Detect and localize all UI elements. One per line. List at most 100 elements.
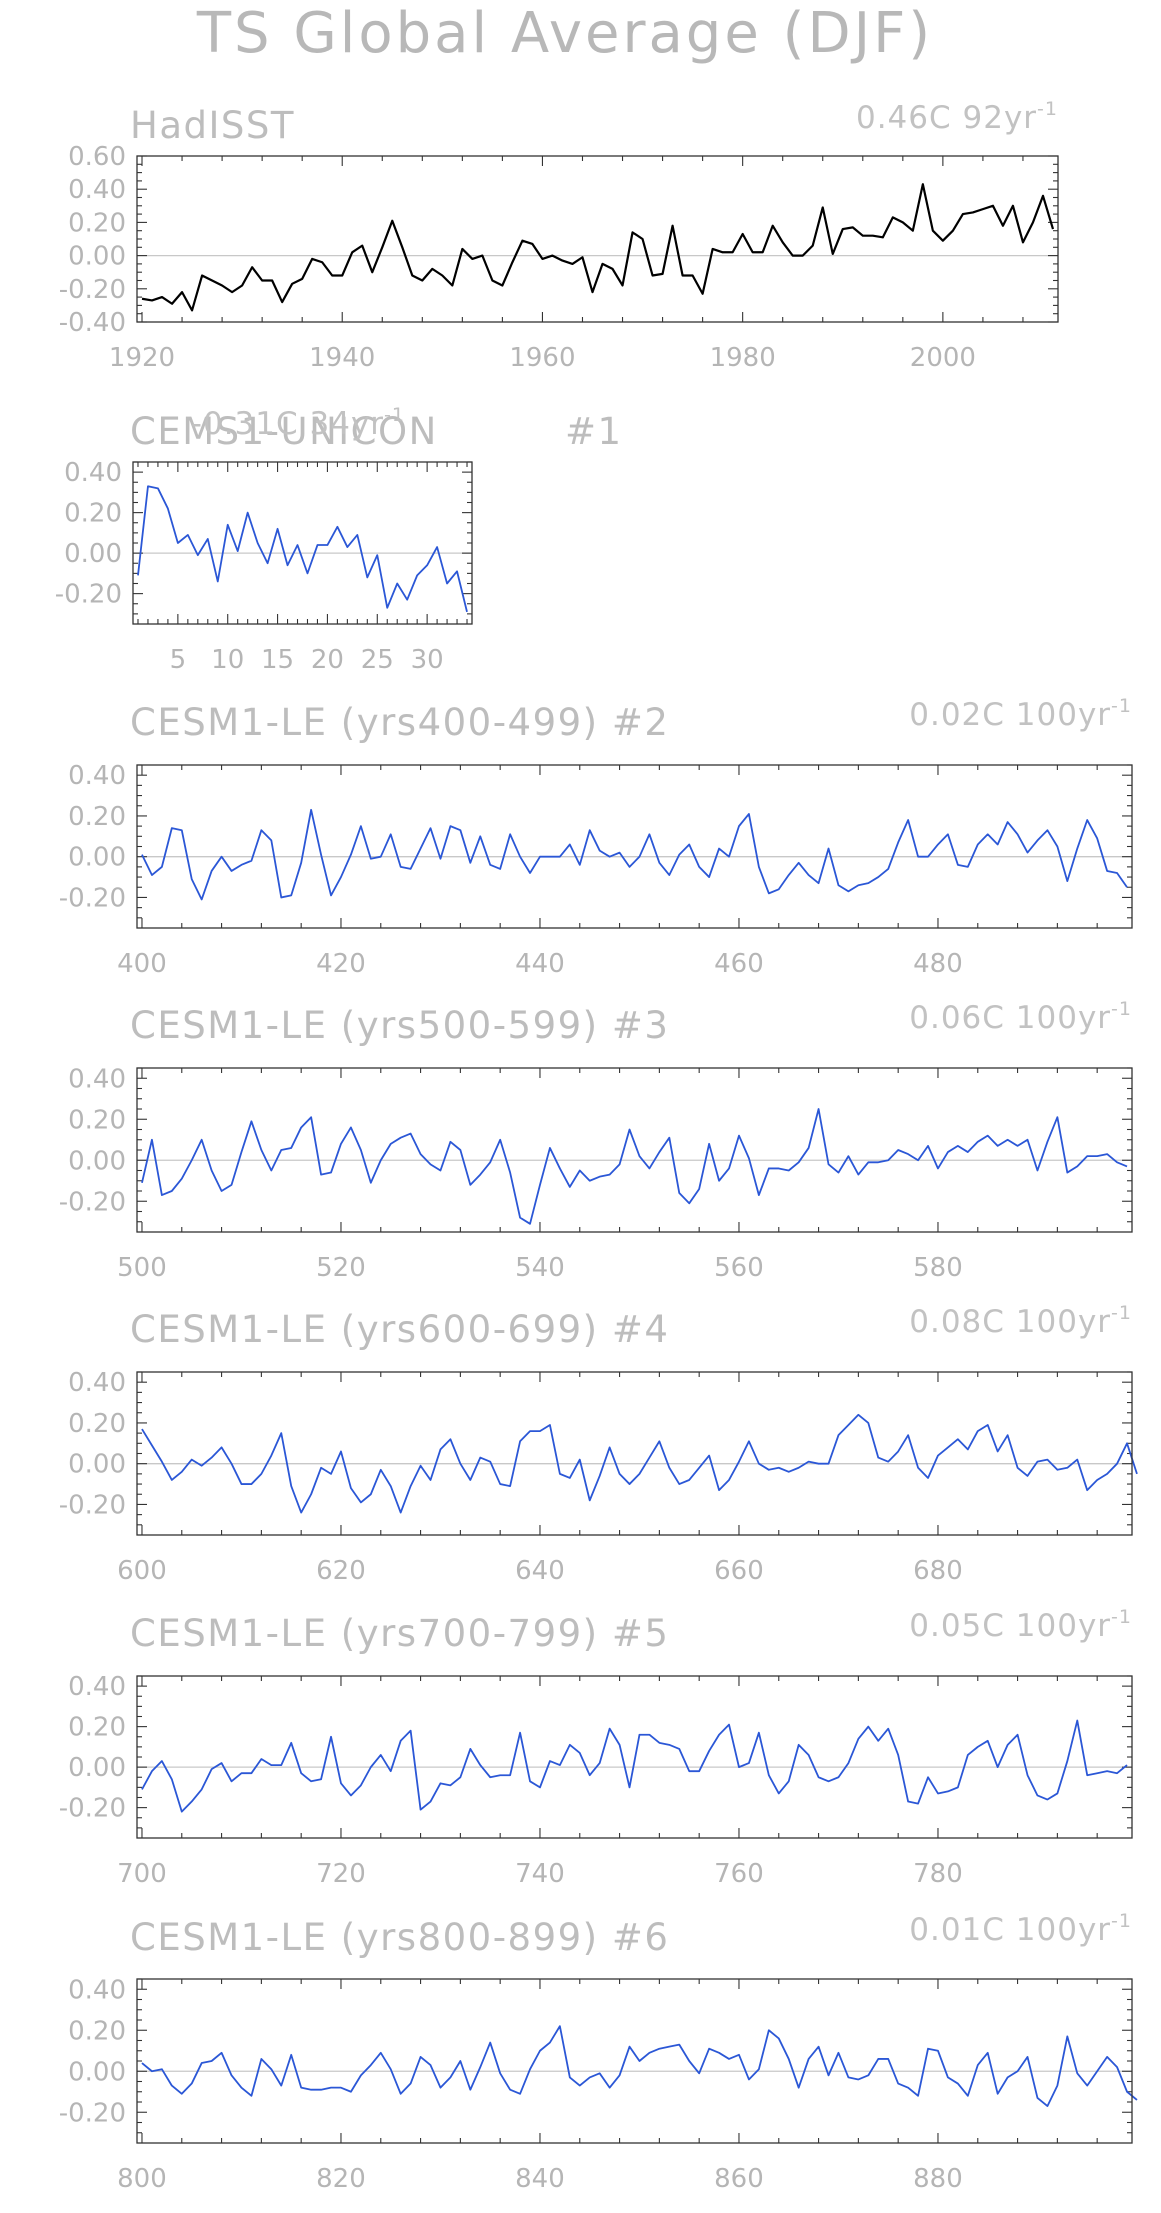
x-tick-label: 1980 xyxy=(710,343,776,373)
panel-title: CESM1-LE (yrs500-599) #3 xyxy=(130,1004,669,1047)
plot-frame xyxy=(136,764,1133,929)
x-tick-label: 520 xyxy=(316,1253,366,1283)
x-tick-label: 540 xyxy=(515,1253,565,1283)
panel-title: CESM1-LE (yrs700-799) #5 xyxy=(130,1612,669,1655)
panel-5: CESM1-LE (yrs600-699) #4 0.08C 100yr-1 -0.… xyxy=(59,1302,1138,1586)
x-tick-label: 1920 xyxy=(109,343,175,373)
y-tick-label: 0.40 xyxy=(68,1975,126,2005)
series-line xyxy=(141,808,1128,901)
x-tick-label: 880 xyxy=(913,2164,963,2194)
plot-frame xyxy=(136,1067,1133,1233)
y-tick-label: 0.20 xyxy=(68,802,126,832)
panel-2: CEMS1-UNICON #1 -0.31C 34yr-1 -0.20 0.00 0.20… xyxy=(55,404,623,675)
panel-title-suffix: #1 xyxy=(565,410,623,453)
x-tick-label: 640 xyxy=(515,1556,565,1586)
y-tick-label: 0.00 xyxy=(64,539,122,569)
panel-6: CESM1-LE (yrs700-799) #5 0.05C 100yr-1 -0.… xyxy=(59,1606,1133,1889)
x-tick-label: 780 xyxy=(913,1859,963,1889)
x-tick-label: 480 xyxy=(913,949,963,979)
x-tick-label: 20 xyxy=(311,645,344,675)
panel-4: CESM1-LE (yrs500-599) #3 0.06C 100yr-1 -0.… xyxy=(59,998,1133,1283)
y-tick-label: 0.40 xyxy=(68,175,126,205)
x-tick-label: 700 xyxy=(117,1859,167,1889)
y-tick-label: 0.20 xyxy=(68,208,126,238)
panel-1: HadISST 0.46C 92yr-1 -0.40-0.200.00 0.200.4… xyxy=(59,98,1059,373)
series-line xyxy=(141,1413,1138,1514)
y-tick-label: 0.00 xyxy=(68,242,126,272)
trend-label: 0.08C 100yr-1 xyxy=(909,1302,1132,1340)
x-tick-label: 800 xyxy=(117,2164,167,2194)
x-tick-label: 25 xyxy=(361,645,394,675)
panel-3: CESM1-LE (yrs400-499) #2 0.02C 100yr-1 -0.… xyxy=(59,695,1133,979)
x-tick-label: 840 xyxy=(515,2164,565,2194)
x-tick-label: 580 xyxy=(913,1253,963,1283)
plot-frame xyxy=(136,1675,1133,1839)
x-tick-label: 820 xyxy=(316,2164,366,2194)
x-tick-label: 720 xyxy=(316,1859,366,1889)
trend-label: 0.06C 100yr-1 xyxy=(909,998,1132,1036)
y-tick-label: 0.40 xyxy=(68,1368,126,1398)
x-tick-label: 2000 xyxy=(910,343,976,373)
x-tick-label: 460 xyxy=(714,949,764,979)
x-tick-label: 1940 xyxy=(309,343,375,373)
figure-title: TS Global Average (DJF) xyxy=(196,1,933,66)
x-tick-label: 740 xyxy=(515,1859,565,1889)
series-line xyxy=(137,485,468,613)
series-line xyxy=(141,1719,1128,1813)
y-tick-label: 0.00 xyxy=(68,1146,126,1176)
y-tick-label: 0.00 xyxy=(68,843,126,873)
y-tick-label: -0.20 xyxy=(59,883,126,913)
x-tick-label: 760 xyxy=(714,1859,764,1889)
x-tick-label: 660 xyxy=(714,1556,764,1586)
x-tick-label: 620 xyxy=(316,1556,366,1586)
trend-label: 0.46C 92yr-1 xyxy=(856,98,1058,136)
plot-frame xyxy=(136,1978,1133,2144)
y-tick-label: 0.00 xyxy=(68,1450,126,1480)
panel-title: CESM1-LE (yrs800-899) #6 xyxy=(130,1916,669,1959)
trend-label: 0.01C 100yr-1 xyxy=(909,1910,1132,1948)
y-tick-label: -0.20 xyxy=(59,1794,126,1824)
y-tick-label: 0.20 xyxy=(68,1105,126,1135)
y-tick-label: 0.40 xyxy=(68,1064,126,1094)
y-tick-label: -0.40 xyxy=(59,308,126,338)
x-tick-label: 5 xyxy=(170,645,187,675)
x-tick-label: 600 xyxy=(117,1556,167,1586)
x-tick-label: 1960 xyxy=(509,343,575,373)
x-tick-label: 680 xyxy=(913,1556,963,1586)
panel-title: HadISST xyxy=(130,104,295,147)
panel-7: CESM1-LE (yrs800-899) #6 0.01C 100yr-1 -0.… xyxy=(59,1910,1138,2194)
trend-label: 0.05C 100yr-1 xyxy=(909,1606,1132,1644)
x-tick-label: 15 xyxy=(261,645,294,675)
panel-title: CESM1-LE (yrs600-699) #4 xyxy=(130,1308,669,1351)
x-tick-label: 10 xyxy=(211,645,244,675)
x-tick-label: 400 xyxy=(117,949,167,979)
x-tick-label: 560 xyxy=(714,1253,764,1283)
y-tick-label: 0.20 xyxy=(68,1713,126,1743)
panel-title: CESM1-LE (yrs400-499) #2 xyxy=(130,701,669,744)
x-tick-label: 30 xyxy=(411,645,444,675)
x-tick-label: 860 xyxy=(714,2164,764,2194)
y-tick-label: 0.20 xyxy=(68,2016,126,2046)
y-tick-label: 0.60 xyxy=(68,142,126,172)
trend-label: 0.02C 100yr-1 xyxy=(909,695,1132,733)
y-tick-label: -0.20 xyxy=(59,1490,126,1520)
series-line xyxy=(141,183,1055,312)
series-line xyxy=(141,2025,1138,2108)
y-tick-label: 0.00 xyxy=(68,1753,126,1783)
y-tick-label: 0.40 xyxy=(68,1672,126,1702)
y-tick-label: 0.20 xyxy=(64,499,122,529)
y-tick-label: -0.20 xyxy=(59,275,126,305)
trend-label: -0.31C 34yr-1 xyxy=(191,404,405,442)
y-tick-label: -0.20 xyxy=(59,1187,126,1217)
y-tick-label: 0.40 xyxy=(68,761,126,791)
x-tick-label: 420 xyxy=(316,949,366,979)
y-tick-label: 0.20 xyxy=(68,1409,126,1439)
plot-frame xyxy=(136,155,1059,323)
x-tick-label: 440 xyxy=(515,949,565,979)
y-tick-label: -0.20 xyxy=(55,580,122,610)
series-line xyxy=(141,1108,1128,1225)
y-tick-label: 0.40 xyxy=(64,458,122,488)
plot-frame xyxy=(136,1371,1133,1536)
y-tick-label: 0.00 xyxy=(68,2057,126,2087)
